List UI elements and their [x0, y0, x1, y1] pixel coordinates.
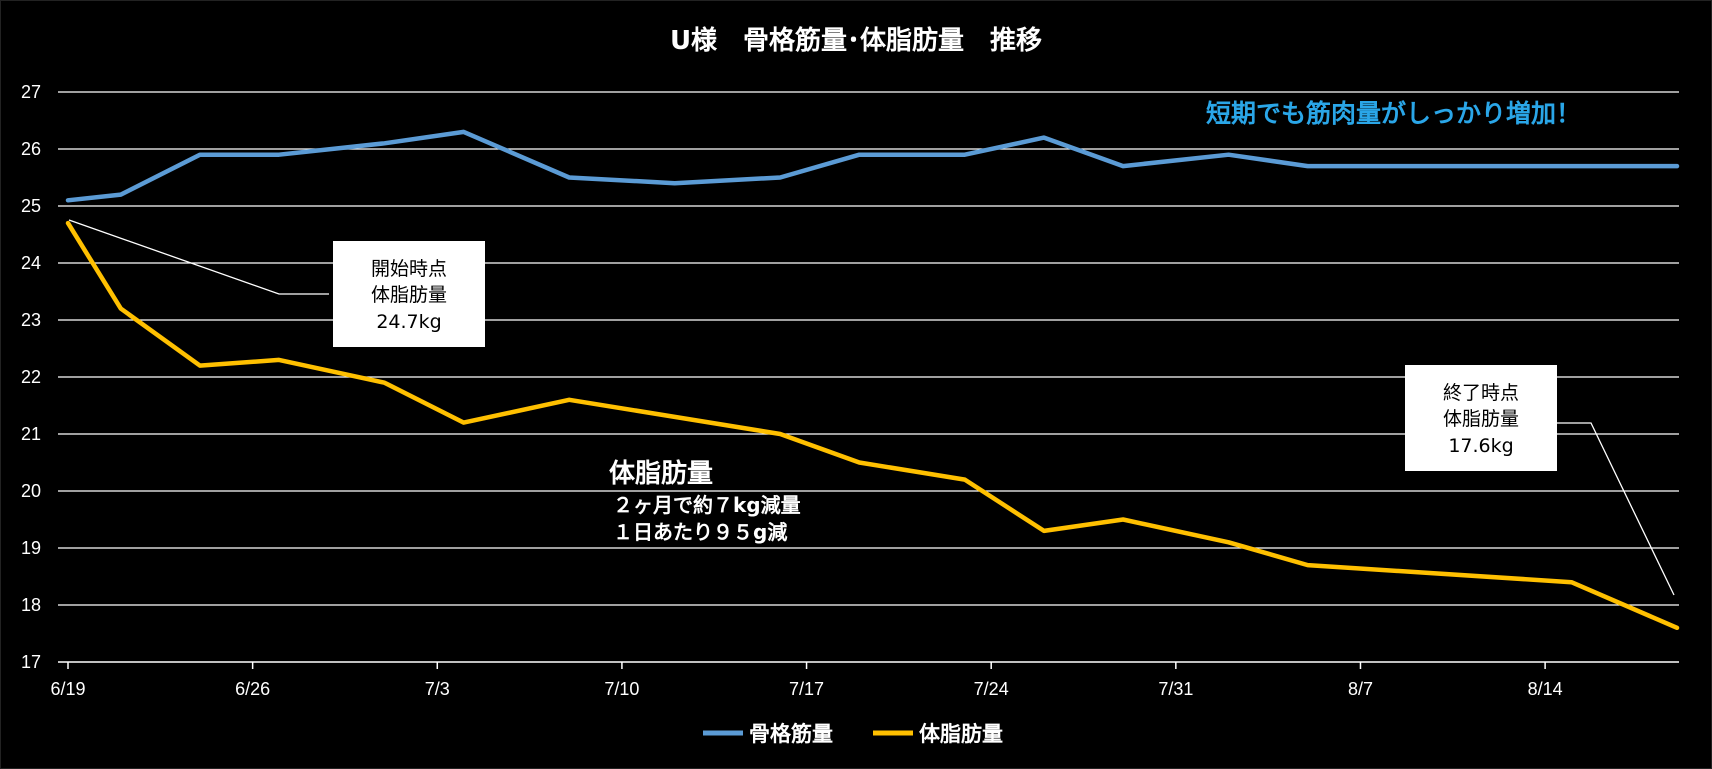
y-axis-ticks: 17 18 19 20 21 22 23 24 25 26 27 [21, 82, 41, 672]
y-tick-label-17: 17 [21, 652, 41, 672]
headline-annotation: 短期でも筋肉量がしっかり増加！ [1206, 99, 1581, 128]
y-tick-label-26: 26 [21, 139, 41, 159]
x-tick-label-7-10: 7/10 [604, 679, 639, 699]
y-tick-label-22: 22 [21, 367, 41, 387]
x-tick-label-8-14: 8/14 [1528, 679, 1563, 699]
fat-annotation-title: 体脂肪量 [609, 459, 713, 489]
end-callout: 終了時点 体脂肪量 17.6kg [1405, 365, 1675, 596]
fat-annotation-line-1: ２ヶ月で約７kg減量 [613, 493, 801, 517]
y-tick-label-23: 23 [21, 310, 41, 330]
x-tick-label-7-3: 7/3 [425, 679, 450, 699]
series-lines [65, 129, 1680, 631]
start-callout-line-1: 開始時点 [371, 258, 447, 280]
legend-label-body-fat: 体脂肪量 [919, 722, 1003, 746]
grid-lines [58, 91, 1679, 663]
end-callout-leader [1557, 422, 1675, 596]
x-tick-label-8-7: 8/7 [1348, 679, 1373, 699]
x-tick-label-7-31: 7/31 [1158, 679, 1193, 699]
x-tick-label-7-17: 7/17 [789, 679, 824, 699]
fat-loss-annotation: 体脂肪量 ２ヶ月で約７kg減量 １日あたり９５g減 [609, 459, 801, 544]
y-tick-label-18: 18 [21, 595, 41, 615]
series-line-skeletal-muscle [65, 129, 1680, 203]
start-callout-leader [68, 219, 329, 295]
start-callout-box [333, 241, 485, 347]
end-callout-line-3: 17.6kg [1448, 435, 1513, 457]
end-callout-line-1: 終了時点 [1443, 382, 1519, 404]
y-tick-label-27: 27 [21, 82, 41, 102]
series-line-body-fat [65, 220, 1680, 631]
fat-annotation-line-2: １日あたり９５g減 [613, 520, 787, 544]
start-callout: 開始時点 体脂肪量 24.7kg [68, 219, 485, 347]
x-axis-ticks: 6/19 6/26 7/3 7/10 7/17 7/24 7/31 8/7 8/14 [50, 662, 1563, 699]
x-tick-label-6-19: 6/19 [50, 679, 85, 699]
x-tick-label-7-24: 7/24 [974, 679, 1009, 699]
start-callout-line-3: 24.7kg [376, 311, 441, 333]
y-tick-label-21: 21 [21, 424, 41, 444]
legend-label-skeletal-muscle: 骨格筋量 [749, 722, 833, 746]
y-tick-label-25: 25 [21, 196, 41, 216]
start-callout-line-2: 体脂肪量 [371, 284, 447, 306]
legend: 骨格筋量 体脂肪量 [703, 722, 1003, 746]
y-tick-label-20: 20 [21, 481, 41, 501]
y-tick-label-19: 19 [21, 538, 41, 558]
y-tick-label-24: 24 [21, 253, 41, 273]
end-callout-line-2: 体脂肪量 [1443, 408, 1519, 430]
x-tick-label-6-26: 6/26 [235, 679, 270, 699]
chart-title: U様 骨格筋量･体脂肪量 推移 [670, 25, 1042, 56]
end-callout-box [1405, 365, 1557, 471]
